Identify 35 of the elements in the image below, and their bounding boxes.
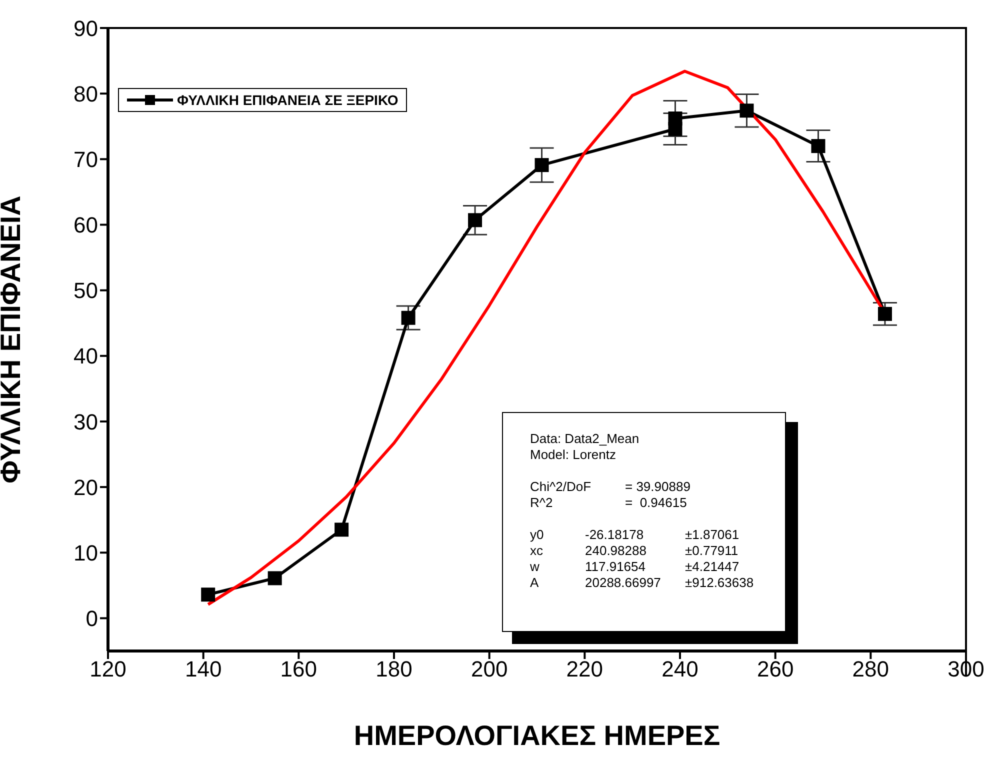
y-tick-label: 0	[86, 606, 98, 632]
point	[468, 213, 482, 228]
x-tick-label: 160	[280, 656, 318, 682]
x-tick-label: 120	[90, 656, 126, 682]
point	[201, 588, 216, 602]
point	[401, 310, 416, 325]
annotation: Data: Data2_Mean	[530, 431, 640, 447]
x-tick-label: 240	[662, 656, 698, 682]
x-tick-label: 140	[184, 656, 222, 682]
x-tick-label: 260	[756, 656, 794, 682]
point	[334, 522, 349, 537]
point	[811, 139, 826, 154]
y-tick-label: 50	[74, 278, 98, 304]
point	[740, 104, 754, 118]
point	[268, 571, 282, 586]
y-tick-label: 40	[74, 344, 98, 369]
y-tick-label: 10	[74, 540, 98, 566]
x-tick-label: 280	[852, 656, 890, 682]
y-tick-label: 90	[74, 16, 98, 41]
point	[668, 112, 682, 126]
y-tick-label: 80	[74, 81, 98, 106]
x-axis-title: ΗΜΕΡΟΛΟΓΙΑΚΕΣ ΗΜΕΡΕΣ	[354, 720, 720, 751]
y-axis-title: ΦΥΛΛΙΚΗ ΕΠΙΦΑΝΕΙΑ	[0, 196, 26, 484]
y-tick-label: 70	[74, 146, 98, 172]
text-box: Data: Data2_Mean Model: Lorentz Chi^2/DoF = 39.90889 R^2 = 0.94615 y0 -26.18178 ±1.87061 xc 240.98288 ±0.77911 w 117.91654 ±4.21447 A 20288.66997 ±912.63638	[502, 412, 786, 632]
x-tick-label: 220	[566, 656, 604, 682]
y-tick-label: 30	[74, 409, 98, 434]
point	[878, 306, 892, 321]
point	[534, 158, 549, 172]
y-tick-label: 60	[74, 212, 98, 238]
y-tick-label: 20	[74, 474, 98, 500]
annotation: Model: Lorentz	[530, 447, 616, 463]
x-tick-label: 200	[470, 656, 508, 682]
x-tick-label: 180	[376, 656, 412, 682]
legend-label: ΦΥΛΛΙΚΗ ΕΠΙΦΑΝΕΙΑ ΣΕ ΞΕΡΙΚΟ	[177, 92, 398, 108]
